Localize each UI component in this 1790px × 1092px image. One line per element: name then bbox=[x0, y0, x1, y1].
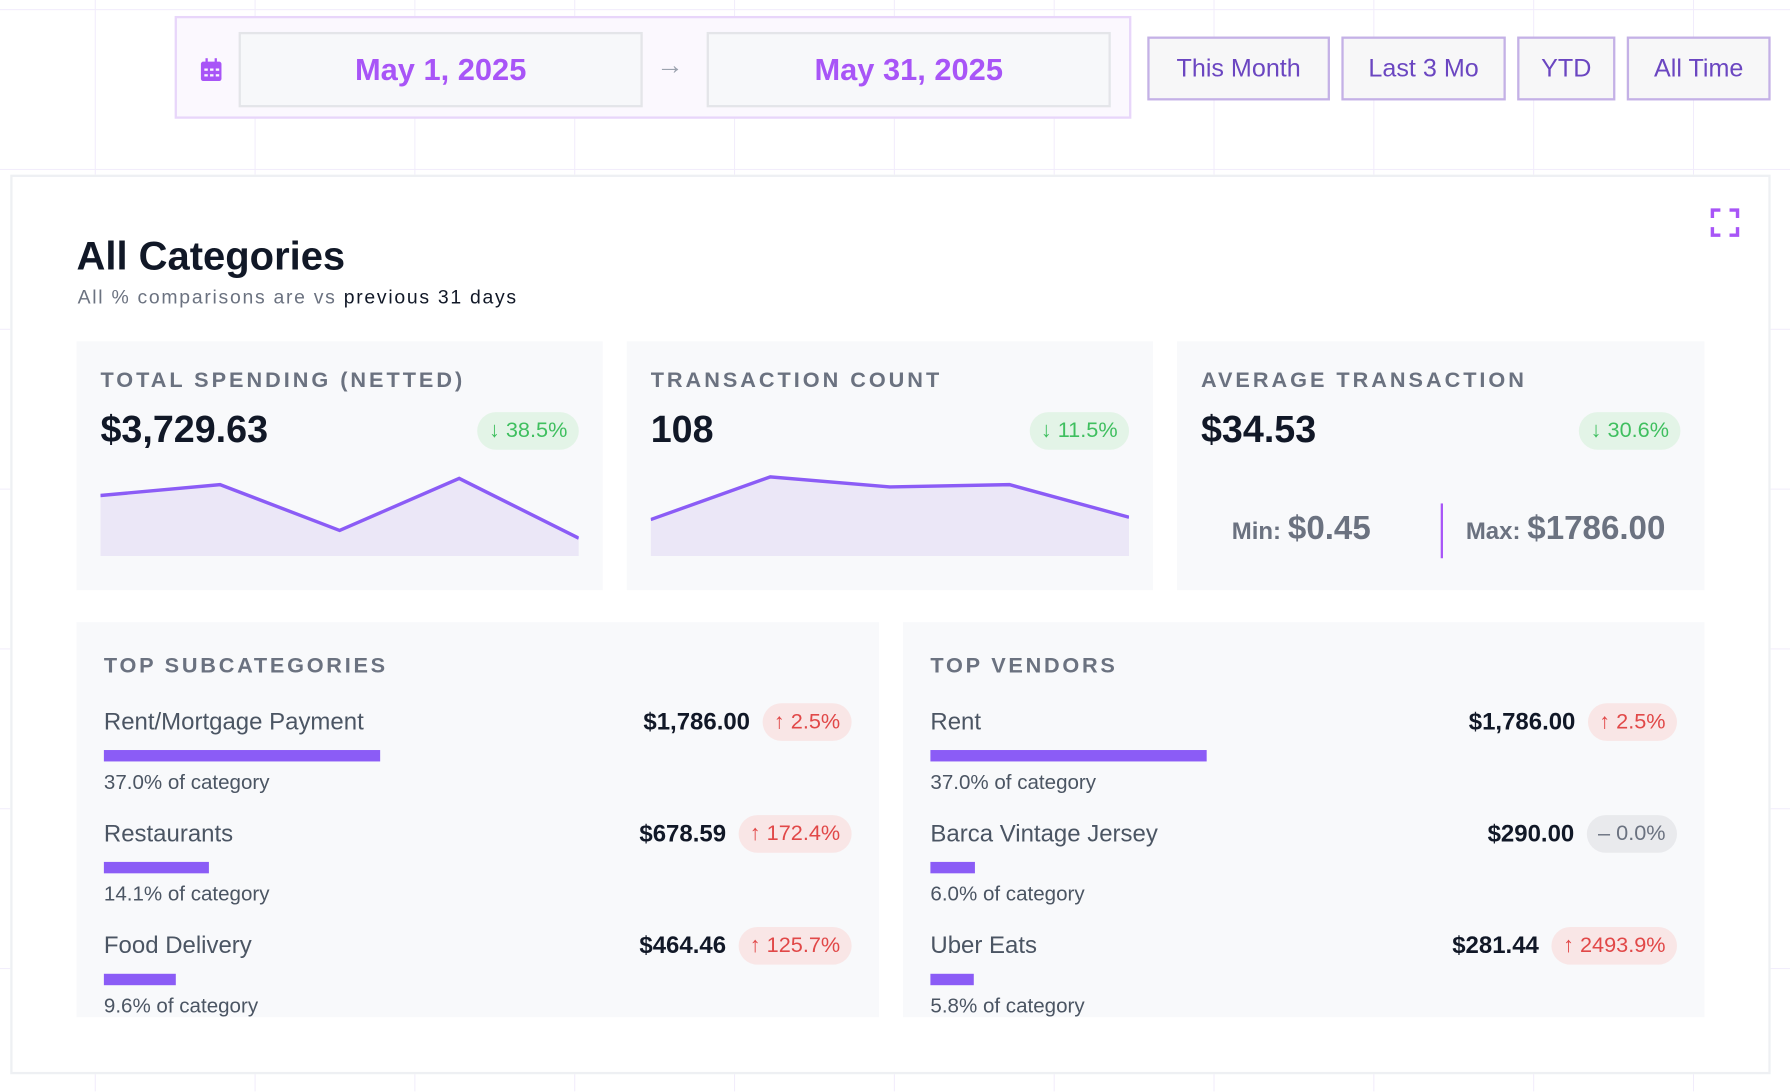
stat-value: $34.53 bbox=[1200, 407, 1317, 450]
end-date-input[interactable]: May 31, 2025 bbox=[706, 31, 1111, 108]
item-amount: $464.46 bbox=[639, 932, 727, 959]
page-title: All Categories bbox=[76, 234, 346, 279]
list-item[interactable]: Barca Vintage Jersey $290.00 – 0.0% 6.0%… bbox=[930, 815, 1678, 924]
change-badge: – 0.0% bbox=[1586, 815, 1678, 853]
share-bar bbox=[103, 861, 210, 874]
share-label: 37.0% of category bbox=[930, 770, 1097, 794]
share-label: 37.0% of category bbox=[103, 770, 270, 794]
share-label: 9.6% of category bbox=[103, 994, 259, 1018]
list-item[interactable]: Rent/Mortgage Payment $1,786.00 ↑ 2.5% 3… bbox=[103, 703, 852, 812]
share-label: 5.8% of category bbox=[930, 994, 1085, 1018]
stat-value: $3,729.63 bbox=[100, 407, 269, 450]
stat-card-average-transaction: AVERAGE TRANSACTION $34.53 ↓ 30.6% Min: $… bbox=[1176, 341, 1705, 591]
share-bar-track bbox=[103, 973, 852, 986]
item-name: Rent bbox=[930, 708, 982, 736]
category-panel: All Categories All % comparisons are vs … bbox=[10, 174, 1771, 1075]
preset-last-3-months-button[interactable]: Last 3 Mo bbox=[1341, 36, 1506, 101]
change-badge: ↓ 11.5% bbox=[1029, 412, 1130, 450]
item-amount: $1,786.00 bbox=[643, 708, 751, 736]
share-bar bbox=[930, 861, 976, 874]
start-date-input[interactable]: May 1, 2025 bbox=[238, 31, 643, 108]
item-amount: $290.00 bbox=[1487, 820, 1575, 848]
share-bar-track bbox=[930, 973, 1677, 986]
stat-card-total-spending: TOTAL SPENDING (NETTED) $3,729.63 ↓ 38.5… bbox=[76, 341, 603, 591]
sparkline-line bbox=[650, 475, 1130, 522]
share-bar bbox=[103, 750, 381, 762]
section-title: TOP SUBCATEGORIES bbox=[103, 654, 388, 679]
share-bar bbox=[930, 973, 974, 986]
change-badge: ↑ 2.5% bbox=[1587, 703, 1678, 741]
share-bar-track bbox=[930, 750, 1677, 762]
sparkline-total-spending bbox=[100, 476, 579, 556]
share-label: 14.1% of category bbox=[103, 882, 270, 906]
sparkline-area bbox=[100, 478, 579, 556]
list-item[interactable]: Uber Eats $281.44 ↑ 2493.9% 5.8% of cate… bbox=[930, 926, 1678, 1018]
stat-value: 108 bbox=[650, 407, 714, 450]
preset-ytd-button[interactable]: YTD bbox=[1517, 36, 1616, 101]
preset-all-time-button[interactable]: All Time bbox=[1626, 36, 1771, 101]
stat-card-transaction-count: TRANSACTION COUNT 108 ↓ 11.5% bbox=[626, 341, 1154, 591]
preset-this-month-button[interactable]: This Month bbox=[1147, 36, 1330, 101]
stat-label: TRANSACTION COUNT bbox=[650, 368, 943, 393]
item-name: Restaurants bbox=[103, 820, 234, 848]
arrow-right-icon: → bbox=[656, 50, 684, 82]
top-subcategories-card: TOP SUBCATEGORIES Rent/Mortgage Payment … bbox=[76, 622, 880, 1018]
comparison-note-prefix: All % comparisons are vs bbox=[77, 286, 344, 309]
expand-icon[interactable] bbox=[1710, 208, 1740, 238]
share-bar bbox=[930, 750, 1207, 762]
sparkline-area bbox=[650, 476, 1130, 556]
section-title: TOP VENDORS bbox=[930, 654, 1118, 679]
change-badge: ↓ 30.6% bbox=[1579, 412, 1681, 450]
divider bbox=[1440, 503, 1443, 559]
max-transaction: Max: $1786.00 bbox=[1466, 510, 1666, 548]
min-label: Min: bbox=[1231, 518, 1282, 545]
list-item[interactable]: Rent $1,786.00 ↑ 2.5% 37.0% of category bbox=[930, 703, 1678, 812]
max-label: Max: bbox=[1465, 518, 1521, 545]
max-value: $1786.00 bbox=[1527, 510, 1666, 547]
item-name: Uber Eats bbox=[930, 932, 1038, 959]
share-label: 6.0% of category bbox=[930, 882, 1085, 906]
calendar-icon bbox=[200, 58, 222, 82]
top-vendors-card: TOP VENDORS Rent $1,786.00 ↑ 2.5% 37.0% … bbox=[903, 622, 1705, 1018]
min-transaction: Min: $0.45 bbox=[1232, 510, 1371, 548]
comparison-note: All % comparisons are vs previous 31 day… bbox=[78, 287, 518, 310]
change-badge: ↑ 2493.9% bbox=[1551, 926, 1678, 965]
change-badge: ↑ 125.7% bbox=[738, 926, 852, 965]
item-name: Rent/Mortgage Payment bbox=[103, 708, 364, 736]
min-value: $0.45 bbox=[1287, 510, 1371, 547]
date-range-picker: May 1, 2025 → May 31, 2025 bbox=[174, 15, 1132, 119]
stat-label: TOTAL SPENDING (NETTED) bbox=[100, 368, 466, 393]
change-badge: ↓ 38.5% bbox=[477, 412, 579, 450]
item-amount: $678.59 bbox=[639, 820, 727, 848]
comparison-period: previous 31 days bbox=[343, 286, 518, 309]
share-bar bbox=[103, 973, 176, 986]
list-item[interactable]: Food Delivery $464.46 ↑ 125.7% 9.6% of c… bbox=[103, 926, 852, 1018]
share-bar-track bbox=[930, 861, 1677, 874]
item-amount: $281.44 bbox=[1452, 932, 1539, 959]
change-badge: ↑ 172.4% bbox=[738, 815, 852, 853]
list-item[interactable]: Restaurants $678.59 ↑ 172.4% 14.1% of ca… bbox=[103, 815, 852, 924]
stat-label: AVERAGE TRANSACTION bbox=[1200, 368, 1527, 393]
sparkline-transaction-count bbox=[650, 475, 1130, 556]
item-name: Barca Vintage Jersey bbox=[930, 820, 1158, 848]
sparkline-line bbox=[100, 476, 579, 540]
share-bar-track bbox=[103, 861, 852, 874]
item-amount: $1,786.00 bbox=[1468, 708, 1576, 736]
share-bar-track bbox=[103, 750, 852, 762]
item-name: Food Delivery bbox=[103, 932, 252, 959]
change-badge: ↑ 2.5% bbox=[762, 703, 852, 741]
